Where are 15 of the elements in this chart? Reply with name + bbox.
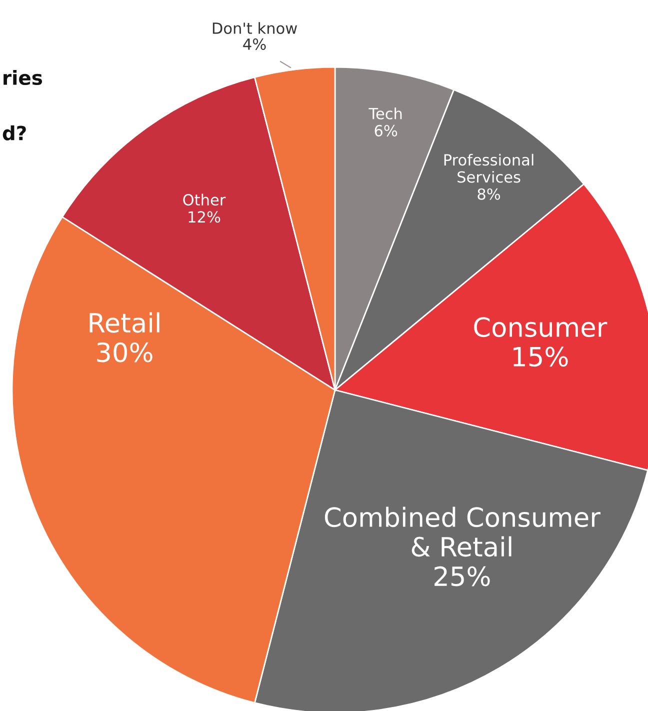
data-label: 25% [434, 566, 490, 586]
data-label: 8% [478, 188, 500, 200]
data-label: 6% [374, 124, 398, 136]
slice-label: Tech [368, 108, 402, 120]
slice-label: Retail [90, 312, 160, 333]
data-label: 4% [243, 38, 266, 50]
chart-title: ries d? [2, 70, 42, 140]
slice-label: Don't know [212, 22, 297, 34]
data-label: 12% [188, 211, 220, 223]
slice-label: Other [183, 194, 226, 206]
data-label: 30% [97, 342, 152, 362]
slice-label: Consumer [474, 317, 608, 338]
data-label: 15% [513, 346, 568, 367]
slice-label: Professional Services [444, 154, 534, 183]
slice-label: Combined Consumer & Retail [324, 506, 600, 557]
